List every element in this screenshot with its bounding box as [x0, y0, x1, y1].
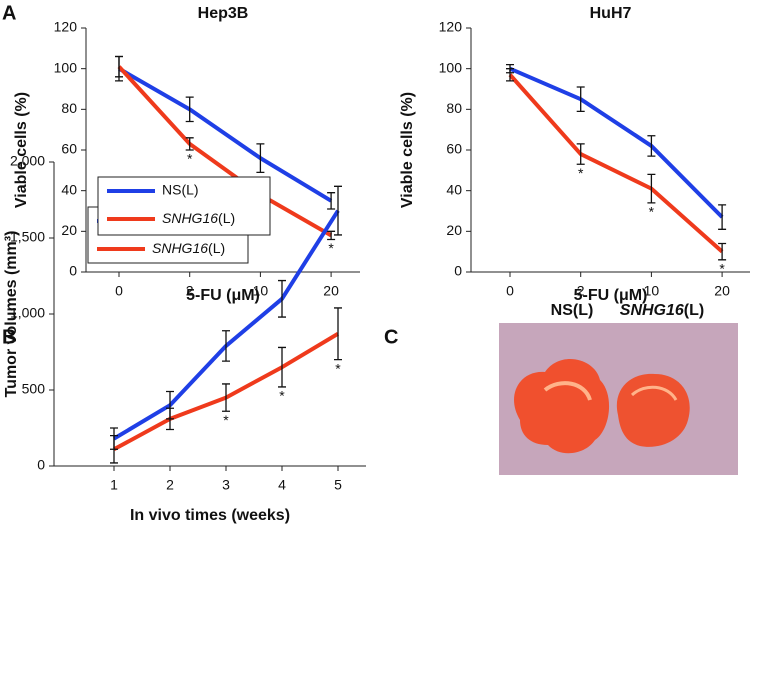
error-bar — [110, 434, 118, 464]
y-tick-label: 40 — [446, 181, 462, 197]
error-bar — [222, 330, 230, 362]
photo-label: SNHG16(L) — [620, 302, 704, 319]
annotation: * — [335, 360, 341, 376]
panel-label: C — [384, 326, 398, 348]
y-tick-label: 80 — [446, 100, 462, 116]
photo — [499, 323, 738, 475]
annotation: * — [719, 261, 725, 277]
error-bar — [185, 96, 194, 123]
y-tick-label: 100 — [439, 59, 463, 75]
series-line — [508, 73, 724, 254]
x-tick-label: 10 — [253, 283, 269, 299]
y-tick-label: 80 — [61, 100, 77, 116]
x-tick-label: 2 — [577, 283, 585, 299]
x-tick-label: 0 — [115, 283, 123, 299]
error-bar — [576, 86, 585, 113]
error-bar — [222, 383, 230, 412]
error-bar — [115, 55, 123, 78]
x-axis-label: 5-FU (μM) — [186, 287, 260, 304]
error-bar — [647, 173, 656, 204]
error-bar — [506, 68, 514, 82]
x-tick-label: 10 — [644, 283, 660, 299]
y-tick-label: 60 — [61, 141, 77, 157]
chart-title: HuH7 — [590, 5, 632, 22]
error-bar — [185, 137, 194, 151]
error-bar — [718, 204, 727, 230]
chart-title: Hep3B — [198, 5, 249, 22]
error-bar — [278, 279, 286, 318]
error-bar — [334, 307, 342, 361]
y-tick-label: 1,000 — [10, 305, 45, 321]
y-tick-label: 120 — [439, 19, 463, 35]
y-tick-label: 20 — [61, 222, 77, 238]
legend-label: SNHG16(L) — [152, 240, 225, 256]
error-bar — [576, 143, 585, 165]
x-tick-label: 3 — [222, 477, 230, 493]
y-axis-label: Tumor volumes (mm³) — [3, 231, 20, 398]
y-axis-label: Viable cells (%) — [13, 92, 30, 208]
error-bar — [327, 230, 336, 241]
y-tick-label: 1,500 — [10, 229, 45, 245]
panel-label: A — [2, 2, 16, 24]
y-tick-label: 500 — [22, 381, 46, 397]
x-tick-label: 1 — [110, 477, 118, 493]
legend-label: NS(L) — [162, 182, 199, 198]
y-tick-label: 60 — [446, 141, 462, 157]
annotation: * — [187, 151, 193, 167]
x-tick-label: 20 — [714, 283, 730, 299]
x-tick-label: 2 — [186, 283, 194, 299]
y-tick-label: 40 — [61, 181, 77, 197]
y-axis-label: Viable cells (%) — [399, 92, 416, 208]
y-tick-label: 0 — [69, 263, 77, 279]
error-bar — [718, 242, 727, 261]
x-tick-label: 0 — [506, 283, 514, 299]
x-axis-label: In vivo times (weeks) — [130, 507, 290, 524]
error-bar — [256, 143, 265, 174]
y-tick-label: 0 — [454, 263, 462, 279]
y-tick-label: 20 — [446, 222, 462, 238]
error-bar — [166, 407, 174, 431]
error-bar — [647, 135, 656, 157]
error-bar — [278, 346, 286, 388]
annotation: * — [279, 388, 285, 404]
x-tick-label: 20 — [323, 283, 339, 299]
y-tick-label: 0 — [37, 457, 45, 473]
tumor — [514, 358, 610, 454]
x-tick-label: 5 — [334, 477, 342, 493]
annotation: * — [649, 204, 655, 220]
annotation: * — [328, 240, 334, 256]
x-tick-label: 2 — [166, 477, 174, 493]
y-tick-label: 2,000 — [10, 153, 45, 169]
annotation: * — [223, 412, 229, 428]
photo-label: NS(L) — [551, 302, 594, 319]
x-tick-label: 4 — [278, 477, 286, 493]
x-axis-label: 5-FU (μM) — [574, 287, 648, 304]
error-bar — [334, 185, 342, 236]
tumor-highlight — [543, 381, 592, 401]
series-line — [118, 66, 333, 203]
y-tick-label: 120 — [54, 19, 78, 35]
series-line — [117, 65, 333, 238]
series-line — [509, 66, 724, 219]
legend-box — [97, 176, 271, 236]
y-tick-label: 100 — [54, 59, 78, 75]
panel-label: B — [2, 326, 16, 348]
error-bar — [327, 192, 336, 210]
annotation: * — [578, 165, 584, 181]
tumor-highlight — [630, 385, 678, 401]
legend-label: SNHG16(L) — [162, 210, 235, 226]
